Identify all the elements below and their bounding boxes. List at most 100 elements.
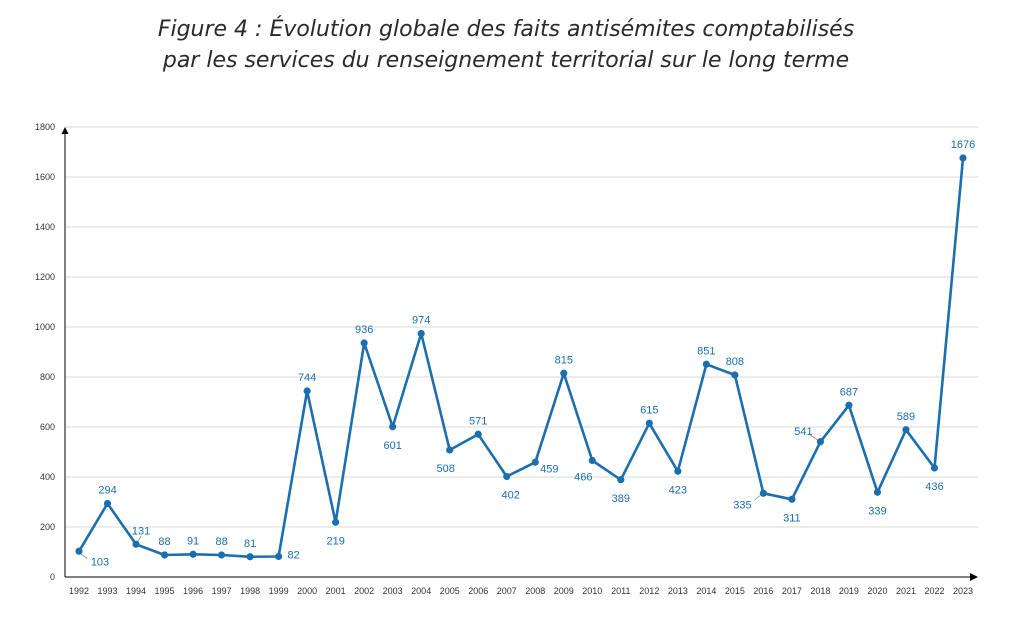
data-point	[816, 438, 825, 446]
data-label: 508	[437, 463, 455, 475]
x-tick-label: 2013	[668, 586, 688, 596]
y-tick-label: 600	[40, 422, 55, 432]
x-tick-label: 2018	[810, 586, 830, 596]
leader-line	[80, 553, 88, 559]
data-point	[873, 488, 882, 496]
data-label: 436	[925, 481, 943, 493]
y-axis-ticks: 0 200 400 600 800 1000 1200 1400 1600 1800	[35, 122, 55, 582]
y-tick-label: 800	[40, 372, 55, 382]
y-tick-label: 400	[40, 472, 55, 482]
x-tick-label: 1998	[240, 586, 260, 596]
leader-line	[754, 494, 761, 501]
x-tick-label: 2019	[839, 586, 859, 596]
leader-line	[808, 433, 818, 441]
chart-title-line-2: par les services du renseignement territ…	[162, 48, 850, 73]
axes	[61, 127, 978, 581]
data-point	[902, 426, 910, 434]
data-labels: 103 294 131 88 91 88 81 82 744 219 936 601 974 508 571…	[91, 139, 975, 568]
chart-title: Figure 4 : Évolution globale des faits a…	[0, 14, 1012, 76]
data-point	[930, 464, 939, 472]
series-line	[77, 157, 965, 559]
y-tick-label: 1400	[35, 222, 55, 232]
data-point	[503, 472, 511, 481]
x-tick-label: 2016	[753, 586, 773, 596]
data-point	[731, 371, 739, 379]
gridlines	[65, 126, 978, 528]
y-tick-label: 1800	[35, 122, 55, 132]
data-point	[303, 387, 311, 395]
data-label: 339	[868, 505, 886, 517]
y-tick-label: 1600	[35, 172, 55, 182]
data-point	[417, 329, 425, 338]
data-label: 808	[726, 356, 744, 368]
x-tick-label: 2007	[497, 586, 517, 596]
x-tick-label: 2009	[554, 586, 574, 596]
data-point	[759, 489, 767, 497]
data-label: 687	[840, 386, 858, 398]
data-point	[217, 551, 226, 559]
x-tick-label: 2021	[896, 586, 916, 596]
data-label: 744	[298, 372, 316, 384]
data-label: 88	[215, 536, 227, 548]
data-point	[674, 467, 682, 475]
data-label: 131	[132, 525, 150, 537]
data-point	[160, 551, 169, 559]
data-point	[845, 401, 853, 409]
chart-title-line-1: Figure 4 : Évolution globale des faits a…	[157, 17, 855, 42]
x-tick-label: 2004	[411, 586, 431, 596]
series-polyline	[77, 157, 965, 559]
x-tick-label: 2014	[696, 586, 716, 596]
x-tick-label: 1999	[269, 586, 289, 596]
data-label: 589	[897, 411, 915, 423]
data-label: 815	[555, 354, 573, 366]
y-tick-label: 0	[50, 572, 55, 582]
x-axis-ticks: 1992 1993 1994 1995 1996 1997 1998 1999 2000 2001…	[69, 586, 973, 596]
data-point	[959, 154, 967, 162]
data-label: 389	[612, 493, 630, 505]
data-point	[103, 499, 112, 508]
data-point	[474, 430, 482, 438]
data-point	[588, 456, 596, 465]
data-label: 571	[469, 415, 487, 427]
data-points	[75, 154, 967, 561]
y-tick-label: 1000	[35, 322, 55, 332]
data-label: 423	[669, 484, 687, 496]
data-label: 82	[287, 550, 299, 562]
data-label: 335	[733, 499, 751, 511]
data-label: 311	[783, 512, 801, 524]
data-label: 91	[187, 535, 199, 547]
data-label: 294	[98, 485, 116, 497]
x-tick-label: 2005	[440, 586, 460, 596]
data-point	[531, 458, 539, 466]
x-tick-label: 2022	[924, 586, 944, 596]
data-point	[645, 419, 653, 427]
data-point	[788, 495, 796, 503]
data-label: 466	[574, 472, 592, 484]
data-point	[75, 547, 83, 555]
x-tick-label: 2000	[297, 586, 317, 596]
data-point	[332, 518, 340, 526]
data-label: 936	[355, 324, 373, 336]
x-axis-arrow	[970, 573, 978, 581]
data-label: 601	[383, 440, 401, 452]
data-label: 459	[540, 463, 558, 475]
data-point	[446, 446, 454, 454]
data-point	[560, 369, 568, 377]
x-tick-label: 1992	[69, 586, 89, 596]
x-tick-label: 2003	[383, 586, 403, 596]
data-label: 219	[326, 535, 344, 547]
x-tick-label: 2010	[582, 586, 602, 596]
x-tick-label: 1997	[212, 586, 232, 596]
data-label: 974	[412, 315, 430, 327]
x-tick-label: 2020	[867, 586, 887, 596]
data-label: 402	[502, 490, 520, 502]
x-tick-label: 2023	[953, 586, 973, 596]
y-tick-label: 1200	[35, 272, 55, 282]
data-label: 81	[244, 538, 256, 550]
data-point	[702, 360, 710, 368]
data-label: 541	[794, 426, 812, 438]
y-tick-label: 200	[40, 522, 55, 532]
leader-line	[137, 536, 142, 542]
x-tick-label: 2001	[326, 586, 346, 596]
